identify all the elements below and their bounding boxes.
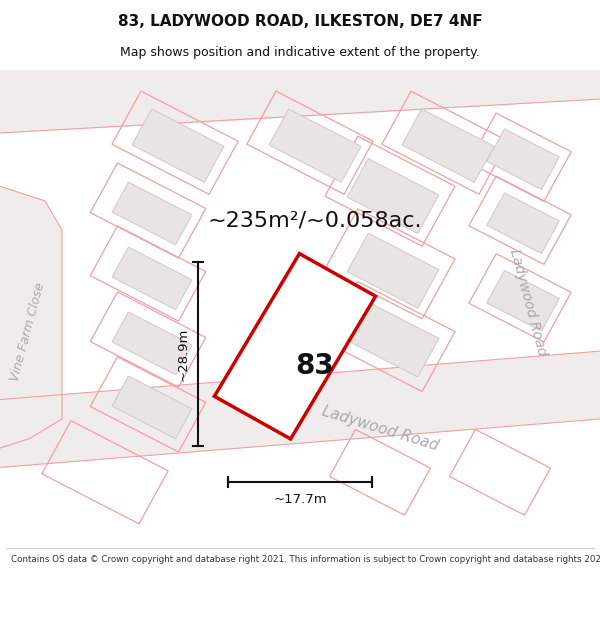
Polygon shape xyxy=(487,129,559,189)
Polygon shape xyxy=(112,182,192,245)
Text: 83, LADYWOOD ROAD, ILKESTON, DE7 4NF: 83, LADYWOOD ROAD, ILKESTON, DE7 4NF xyxy=(118,14,482,29)
Text: Ladywood Road: Ladywood Road xyxy=(507,248,549,357)
Polygon shape xyxy=(487,271,559,331)
Text: 83: 83 xyxy=(296,352,334,379)
Polygon shape xyxy=(347,302,439,377)
Polygon shape xyxy=(132,109,224,182)
Polygon shape xyxy=(0,70,600,133)
Text: ~235m²/~0.058ac.: ~235m²/~0.058ac. xyxy=(208,210,422,230)
Polygon shape xyxy=(402,109,494,182)
Text: Map shows position and indicative extent of the property.: Map shows position and indicative extent… xyxy=(120,46,480,59)
Polygon shape xyxy=(112,376,192,439)
Polygon shape xyxy=(269,109,361,182)
Text: Ladywood Road: Ladywood Road xyxy=(320,404,440,454)
Polygon shape xyxy=(347,159,439,234)
Polygon shape xyxy=(0,186,62,448)
Text: ~28.9m: ~28.9m xyxy=(176,328,190,381)
Polygon shape xyxy=(112,247,192,310)
Polygon shape xyxy=(347,233,439,308)
Text: Contains OS data © Crown copyright and database right 2021. This information is : Contains OS data © Crown copyright and d… xyxy=(11,554,600,564)
Text: Vine Farm Close: Vine Farm Close xyxy=(8,281,47,382)
Polygon shape xyxy=(0,351,600,468)
Polygon shape xyxy=(112,312,192,375)
Polygon shape xyxy=(487,192,559,254)
Polygon shape xyxy=(214,254,376,439)
Text: ~17.7m: ~17.7m xyxy=(273,493,327,506)
